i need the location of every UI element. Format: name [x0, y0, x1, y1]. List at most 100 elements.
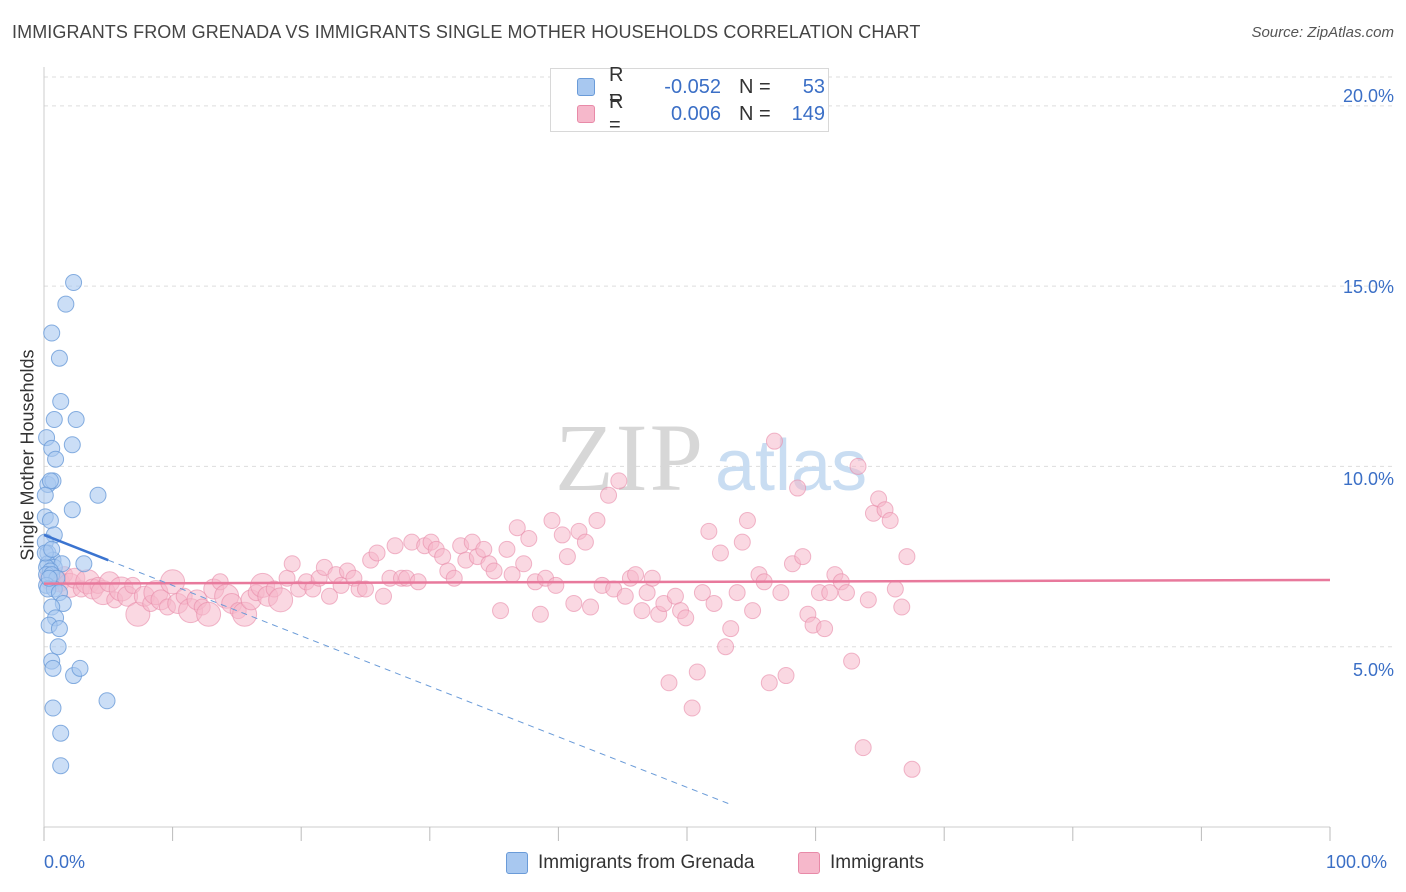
legend-swatch-blue: [577, 78, 595, 96]
grenada-point: [52, 724, 70, 742]
immigrants-point: [375, 587, 393, 605]
bottom-legend-label-grenada: Immigrants from Grenada: [538, 852, 755, 873]
grenada-point: [44, 659, 62, 677]
trend-lines: [43, 533, 1331, 806]
immigrants-point: [777, 667, 795, 685]
immigrants-point: [508, 519, 526, 537]
legend-r-label: R =: [609, 64, 624, 109]
immigrants-point: [553, 526, 571, 544]
legend-r-value: 0.006: [670, 102, 721, 125]
immigrants-point: [886, 580, 904, 598]
immigrants-point: [434, 548, 452, 566]
legend-row-grenada: R = -0.052 N = 53: [577, 64, 825, 109]
immigrants-point: [445, 569, 463, 587]
immigrants-point: [660, 674, 678, 692]
immigrants-point: [898, 548, 916, 566]
immigrants-point: [677, 609, 695, 627]
immigrants-point: [543, 512, 561, 530]
immigrants-point: [320, 587, 338, 605]
grenada-point: [57, 295, 75, 313]
grenada-point: [67, 411, 85, 429]
immigrants-point: [627, 566, 645, 584]
immigrants-point: [821, 584, 839, 602]
grid-lines: [44, 76, 1392, 648]
immigrants-point: [588, 512, 606, 530]
grenada-point: [52, 757, 70, 775]
immigrants-point: [789, 479, 807, 497]
immigrants-point: [520, 530, 538, 548]
immigrants-point: [717, 638, 735, 656]
immigrants-point: [492, 602, 510, 620]
immigrants-point: [744, 602, 762, 620]
y-tick-10: 10.0%: [1342, 469, 1394, 489]
grenada-point: [50, 349, 68, 367]
immigrants-point: [515, 555, 533, 573]
immigrants-point: [196, 601, 222, 627]
immigrants-point: [854, 739, 872, 757]
legend-swatch-pink: [577, 105, 595, 123]
immigrants-point: [368, 544, 386, 562]
immigrants-trend-line: [43, 578, 1331, 585]
grenada-point: [63, 436, 81, 454]
grenada-point: [52, 393, 70, 411]
grenada-point: [41, 472, 59, 490]
grenada-trend-extension: [108, 559, 733, 806]
immigrants-point: [711, 544, 729, 562]
grenada-point: [47, 450, 65, 468]
legend-row-immigrants: R = 0.006 N = 149: [577, 91, 825, 136]
legend-n-label: N =: [739, 75, 771, 98]
immigrants-point: [498, 540, 516, 558]
immigrants-point: [357, 580, 374, 598]
legend-r-value: -0.052: [664, 75, 721, 98]
grenada-point: [45, 411, 63, 429]
grenada-point: [75, 555, 93, 573]
immigrants-point: [332, 576, 350, 594]
grenada-point: [43, 540, 61, 558]
immigrants-point: [903, 760, 921, 778]
immigrants-point: [582, 598, 600, 616]
immigrants-point: [160, 569, 186, 595]
source-label: Source: ZipAtlas.com: [1251, 24, 1394, 41]
immigrants-point: [283, 555, 301, 573]
grenada-point: [40, 569, 58, 587]
immigrants-point: [859, 591, 877, 609]
watermark-atlas: atlas: [715, 426, 867, 506]
grenada-point: [63, 501, 81, 519]
immigrants-point: [531, 605, 549, 623]
grenada-point: [65, 274, 83, 292]
grenada-point: [89, 486, 107, 504]
immigrants-point: [816, 620, 834, 638]
correlation-legend: R = -0.052 N = 53 R = 0.006 N = 149: [550, 64, 829, 136]
immigrants-point: [881, 512, 899, 530]
immigrants-point: [688, 663, 706, 681]
immigrants-point: [893, 598, 911, 616]
immigrants-point: [772, 584, 790, 602]
immigrants-point: [794, 548, 812, 566]
grenada-point: [36, 486, 54, 504]
legend-r-label: R =: [609, 91, 624, 136]
immigrants-point: [700, 522, 718, 540]
immigrants-point: [837, 584, 855, 602]
x-tick-left: 0.0%: [44, 852, 86, 872]
x-tick-right: 100.0%: [1326, 852, 1388, 872]
immigrants-point: [565, 594, 583, 612]
immigrants-point: [643, 569, 661, 587]
immigrants-point: [600, 486, 618, 504]
bottom-legend-swatch-pink: [798, 852, 820, 874]
immigrants-point: [268, 587, 294, 613]
immigrants-point: [728, 584, 746, 602]
legend-n-value: 53: [802, 75, 825, 98]
immigrants-point: [633, 602, 651, 620]
immigrants-point: [386, 537, 404, 555]
immigrants-point: [722, 620, 740, 638]
watermark-zip: ZIP: [555, 404, 705, 511]
y-tick-20: 20.0%: [1342, 86, 1394, 106]
immigrants-point: [558, 548, 576, 566]
y-axis-label: Single Mother Households: [17, 349, 38, 561]
immigrants-point: [666, 587, 684, 605]
immigrants-point: [475, 540, 493, 558]
y-tick-5: 5.0%: [1352, 660, 1394, 680]
bottom-legend-immigrants: Immigrants: [798, 852, 924, 874]
grenada-point: [43, 324, 61, 342]
